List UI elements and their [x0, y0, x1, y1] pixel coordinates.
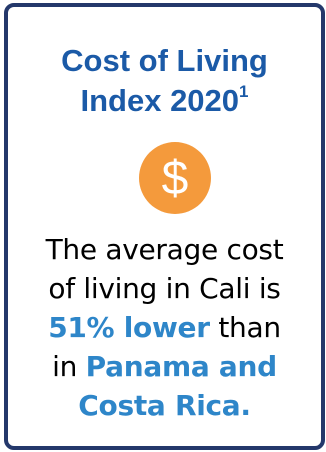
title-line-1: Cost of Living — [61, 43, 268, 78]
dollar-sign-glyph: $ — [161, 152, 189, 205]
body-line-2: of living in Cali is — [48, 272, 281, 305]
card-title: Cost of Living Index 20201 — [8, 41, 321, 121]
body-in: in — [52, 350, 86, 383]
highlight-countries-1: Panama and — [85, 350, 277, 383]
info-card: Cost of Living Index 20201 $ The average… — [4, 3, 325, 450]
title-footnote: 1 — [239, 81, 249, 101]
card-body: The average cost of living in Cali is 51… — [8, 230, 321, 425]
body-line-1: The average cost — [45, 233, 284, 266]
highlight-countries-2: Costa Rica. — [78, 389, 251, 422]
title-line-2: Index 2020 — [80, 83, 240, 118]
dollar-coin-icon: $ — [139, 142, 211, 214]
body-than: than — [209, 311, 281, 344]
highlight-percent: 51% lower — [48, 311, 210, 344]
